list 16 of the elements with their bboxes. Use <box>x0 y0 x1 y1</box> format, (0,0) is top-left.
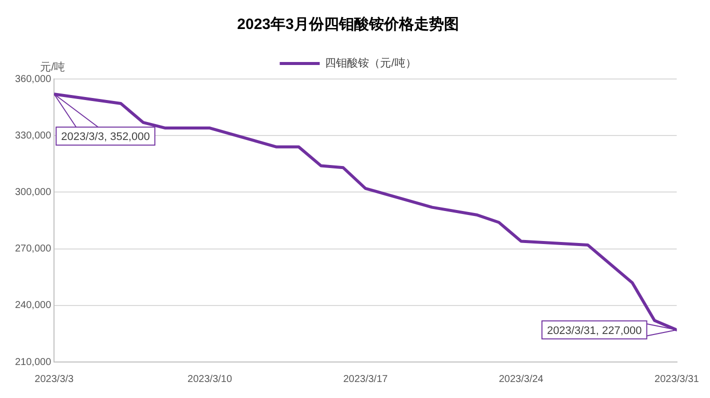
y-axis-title: 元/吨 <box>40 60 66 74</box>
y-tick-label: 270,000 <box>14 244 52 255</box>
x-tick-label: 2023/3/31 <box>654 374 700 385</box>
x-tick-label: 2023/3/3 <box>34 374 74 385</box>
legend-label: 四钼酸铵（元/吨） <box>325 56 416 70</box>
annotation: 2023/3/3, 352,000 <box>61 131 150 144</box>
x-tick-label: 2023/3/10 <box>188 374 232 385</box>
y-tick-label: 300,000 <box>14 186 52 198</box>
y-tick-label: 360,000 <box>14 74 52 85</box>
x-tick-label: 2023/3/24 <box>498 374 544 385</box>
annotation: 2023/3/31, 227,000 <box>546 324 642 337</box>
y-tick-label: 210,000 <box>14 356 52 368</box>
y-tick-label: 240,000 <box>14 300 52 312</box>
y-tick-label: 330,000 <box>14 130 52 142</box>
chart-title: 2023年3月份四钼酸铵价格走势图 <box>237 16 459 34</box>
x-tick-label: 2023/3/17 <box>343 374 388 385</box>
